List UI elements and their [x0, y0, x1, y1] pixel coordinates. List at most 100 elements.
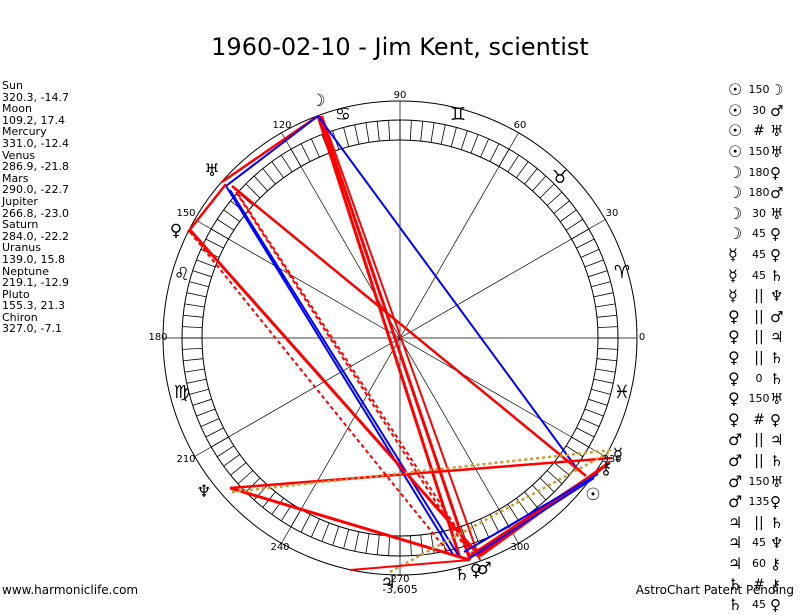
- footer-value: -3,605: [382, 583, 418, 596]
- aspect-type: 180: [748, 165, 770, 179]
- aspect-type: ||: [754, 288, 764, 305]
- degree-label: 60: [514, 120, 527, 131]
- degree-tick: [553, 462, 570, 476]
- aspect-planet-2-icon: ♃: [770, 431, 784, 450]
- aspect-type: 30: [752, 206, 766, 220]
- degree-tick: [321, 522, 330, 542]
- aspect-line: [469, 477, 595, 559]
- degree-tick: [576, 427, 595, 438]
- zodiac-sign-icon: ♉: [552, 167, 568, 188]
- degree-tick: [388, 120, 391, 141]
- degree-label: 120: [272, 120, 291, 131]
- aspect-row: ♀ 150 ♅: [728, 389, 800, 410]
- planet-name: Mercury: [2, 125, 47, 139]
- degree-tick: [196, 408, 216, 417]
- aspect-planet-2-icon: ♅: [770, 204, 784, 223]
- planet-position-list: Sun 320.3, -14.7 Moon 109.2, 17.4 Mercury 331…: [2, 80, 132, 335]
- degree-tick: [480, 138, 490, 158]
- degree-tick: [186, 378, 207, 384]
- planet-coords: 155.3, 21.3: [2, 299, 65, 313]
- degree-label: 240: [270, 542, 289, 553]
- degree-tick: [182, 347, 203, 350]
- aspect-type: ||: [754, 452, 764, 469]
- degree-tick: [184, 368, 205, 373]
- degree-tick: [354, 531, 360, 552]
- aspect-planet-2-icon: ⚷: [770, 554, 781, 573]
- aspect-planet-2-icon: ⚷: [770, 575, 781, 594]
- aspect-row: ♀ || ♄: [728, 348, 800, 369]
- planet-glyph-icon: ☿: [613, 445, 623, 465]
- aspect-planet-1-icon: ♂: [728, 450, 743, 470]
- aspect-planet-2-icon: ♅: [770, 390, 784, 409]
- degree-tick: [280, 154, 293, 173]
- aspect-row: ♃ || ♄: [728, 512, 800, 533]
- aspect-line: [189, 231, 449, 553]
- degree-tick: [409, 120, 412, 141]
- aspect-row: ♂ || ♄: [728, 451, 800, 472]
- aspect-row: ♀ || ♂: [728, 307, 800, 328]
- aspect-line: [349, 559, 471, 571]
- degree-tick: [365, 533, 370, 554]
- degree-tick: [376, 534, 380, 555]
- degree-tick: [354, 124, 360, 145]
- aspect-type: ||: [754, 514, 764, 531]
- site-link[interactable]: www.harmoniclife.com: [2, 583, 139, 597]
- degree-tick: [430, 122, 435, 143]
- degree-tick: [205, 427, 224, 438]
- degree-tick: [245, 183, 261, 199]
- aspect-line: [225, 185, 455, 557]
- degree-tick: [196, 259, 216, 268]
- planet-name: Saturn: [2, 218, 39, 232]
- degree-label: 210: [176, 454, 195, 465]
- degree-tick: [184, 303, 205, 308]
- aspect-row: ☉ 30 ♂: [728, 101, 800, 122]
- aspect-row: ☉ 150 ♅: [728, 142, 800, 163]
- aspect-line: [463, 473, 599, 553]
- aspect-planet-1-icon: ♂: [728, 430, 743, 450]
- aspect-row: ☿ 45 ♄: [728, 265, 800, 286]
- aspect-type: ||: [754, 432, 764, 449]
- degree-label: 270: [390, 574, 409, 585]
- degree-tick: [595, 303, 616, 308]
- degree-tick: [183, 358, 204, 362]
- degree-tick: [580, 248, 600, 258]
- degree-tick: [223, 454, 241, 467]
- aspect-planet-1-icon: ☽: [728, 183, 743, 203]
- planet-glyph-icon: ♀: [170, 221, 182, 241]
- aspect-row: ♄ # ⚷: [728, 574, 800, 595]
- planet-glyph-icon: ☉: [585, 485, 600, 505]
- zodiac-sign-icon: ♓: [614, 382, 630, 403]
- aspect-type: #: [753, 576, 765, 593]
- aspect-row: ♂ || ♃: [728, 430, 800, 451]
- degree-label: 0: [639, 332, 645, 343]
- degree-tick: [192, 270, 212, 278]
- aspect-planet-2-icon: ♀: [770, 596, 781, 615]
- aspect-row: ♂ 135 ♀: [728, 492, 800, 513]
- degree-tick: [524, 168, 538, 185]
- planet-glyph-icon: ⚷: [600, 459, 612, 479]
- aspect-row: ☉ 150 ☽: [728, 80, 800, 101]
- degree-tick: [200, 418, 220, 428]
- degree-tick: [588, 270, 608, 278]
- aspect-planet-1-icon: ☿: [728, 245, 738, 265]
- aspect-planet-2-icon: ♄: [770, 369, 784, 388]
- zodiac-sign-icon: ♌: [174, 264, 190, 285]
- aspect-planet-2-icon: ♄: [770, 349, 784, 368]
- degree-tick: [332, 526, 340, 546]
- aspect-planet-1-icon: ♂: [728, 471, 743, 491]
- aspect-line: [229, 456, 613, 490]
- planet-coords: 290.0, -22.7: [2, 183, 69, 197]
- aspect-type: #: [753, 123, 765, 140]
- degree-tick: [591, 281, 611, 288]
- degree-tick: [532, 175, 547, 192]
- planet-name: Pluto: [2, 287, 30, 301]
- degree-tick: [300, 143, 311, 162]
- aspect-type: 45: [752, 227, 766, 241]
- aspect-planet-2-icon: ♂: [770, 101, 784, 120]
- degree-tick: [223, 209, 241, 222]
- planet-name: Jupiter: [2, 194, 38, 208]
- aspect-type: 45: [752, 268, 766, 282]
- aspect-line: [317, 115, 579, 471]
- aspect-line: [231, 185, 587, 477]
